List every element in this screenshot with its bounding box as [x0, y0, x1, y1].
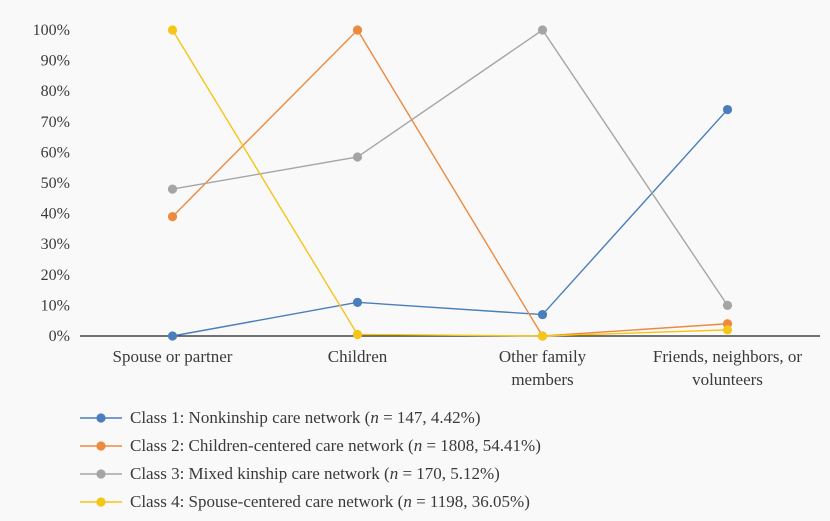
series-line-class-1 — [172, 109, 729, 337]
y-tick-label: 60% — [41, 144, 70, 161]
legend-label: Class 2: Children-centered care network … — [130, 436, 541, 455]
data-point-class-4 — [537, 331, 548, 341]
legend-item-class-2: Class 2: Children-centered care network … — [78, 432, 818, 460]
legend: Class 1: Nonkinship care network (n = 14… — [78, 404, 818, 516]
y-tick-label: 0% — [49, 328, 70, 345]
data-point-class-1 — [537, 309, 548, 320]
y-tick-label: 40% — [41, 206, 70, 223]
data-point-class-4 — [167, 25, 178, 35]
series-points — [167, 25, 733, 341]
y-tick-label: 30% — [41, 236, 70, 253]
y-tick-label: 10% — [41, 297, 70, 314]
x-axis-ticks: Spouse or partner Children Other family mem… — [113, 347, 803, 389]
legend-item-class-1: Class 1: Nonkinship care network (n = 14… — [78, 404, 818, 432]
data-point-class-3 — [167, 184, 178, 194]
legend-swatch — [80, 441, 122, 451]
y-tick-label: 90% — [41, 53, 70, 70]
x-tick-label: Friends, neighbors, or volunteers — [653, 347, 803, 389]
data-point-class-1 — [167, 331, 178, 341]
y-tick-label: 80% — [41, 83, 70, 100]
legend-label: Class 3: Mixed kinship care network (n =… — [130, 464, 500, 483]
x-tick-label: Other family members — [499, 347, 587, 389]
data-point-class-3 — [537, 25, 548, 35]
y-axis-ticks: 0% 10% 20% 30% 40% 50% 60% 70% 80% 90% 100% — [33, 22, 70, 345]
legend-label: Class 4: Spouse-centered care network (n… — [130, 492, 530, 511]
data-point-class-1 — [352, 297, 363, 307]
y-tick-label: 70% — [41, 114, 70, 131]
x-tick-label: Spouse or partner — [113, 347, 233, 366]
legend-swatch — [80, 469, 122, 479]
legend-swatch — [80, 413, 122, 423]
data-point-class-3 — [722, 300, 733, 310]
y-tick-label: 20% — [41, 267, 70, 284]
series-line-class-3 — [172, 29, 729, 306]
series-lines — [171, 28, 729, 337]
data-point-class-4 — [352, 329, 363, 340]
data-point-class-4 — [722, 325, 733, 335]
data-point-class-3 — [352, 152, 363, 162]
x-tick-label: Children — [328, 347, 388, 366]
y-tick-label: 50% — [41, 175, 70, 192]
data-point-class-2 — [352, 25, 363, 35]
line-chart: 0% 10% 20% 30% 40% 50% 60% 70% 80% 90% 100% Spouse… — [33, 22, 820, 389]
series-line-class-4 — [171, 29, 728, 337]
legend-swatch — [80, 497, 122, 507]
y-tick-label: 100% — [33, 22, 70, 39]
legend-label: Class 1: Nonkinship care network (n = 14… — [130, 408, 481, 427]
series-line-class-2 — [172, 28, 728, 337]
legend-item-class-4: Class 4: Spouse-centered care network (n… — [78, 488, 818, 516]
data-point-class-1 — [722, 104, 733, 115]
legend-item-class-3: Class 3: Mixed kinship care network (n =… — [78, 460, 818, 488]
data-point-class-2 — [167, 212, 178, 222]
